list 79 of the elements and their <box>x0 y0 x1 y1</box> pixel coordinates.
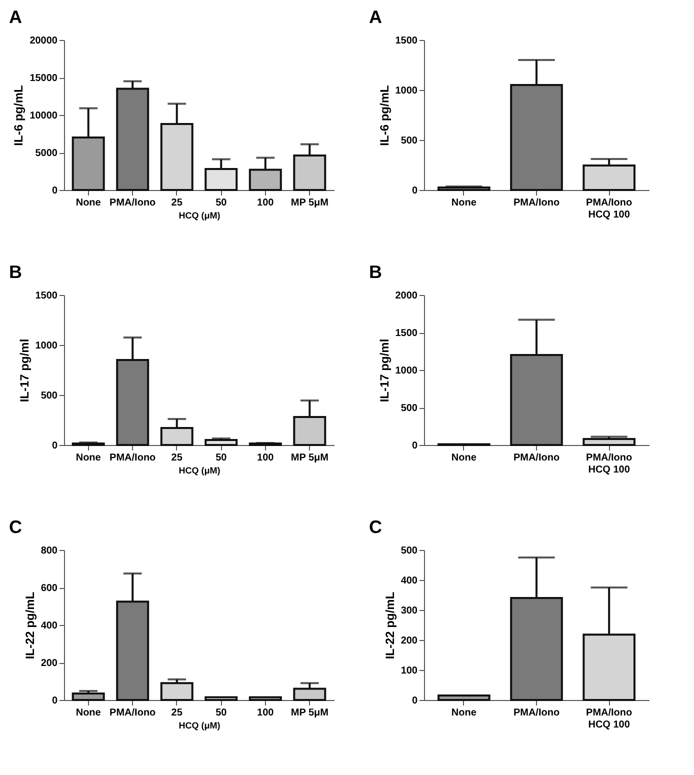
x-tick-label: PMA/Iono HCQ 100 <box>586 708 632 730</box>
x-tick-label: PMA/Iono <box>110 708 156 718</box>
bar <box>160 682 194 701</box>
x-tick-label: MP 5μM <box>290 452 328 464</box>
x-tick-label: PMA/Iono HCQ 100 <box>586 452 632 476</box>
x-tick-label: PMA/Iono HCQ 100 <box>586 198 632 220</box>
x-tick-label: MP 5μM <box>290 708 328 718</box>
y-tick-label: 15000 <box>30 73 58 84</box>
x-tick-label: None <box>451 198 477 208</box>
y-tick-label: 5000 <box>35 148 58 159</box>
x-tick-label: 50 <box>216 452 228 464</box>
x-tick-label: 50 <box>216 198 228 208</box>
y-tick-label: 1500 <box>395 36 418 46</box>
y-tick-label: 1500 <box>395 328 418 339</box>
y-axis-title: IL-6 pg/mL <box>12 85 26 146</box>
x-tick-label: MP 5μM <box>290 198 328 208</box>
y-axis-title: IL-22 pg/mL <box>382 592 397 660</box>
y-axis-title: IL-22 pg/mL <box>22 592 37 660</box>
x-tick-label: PMA/Iono <box>513 708 560 718</box>
y-tick-label: 1000 <box>35 340 58 352</box>
bar <box>582 438 636 446</box>
y-tick-label: 0 <box>412 186 418 196</box>
chart-title: A <box>9 7 22 27</box>
x-axis-title: HCQ (μM) <box>178 466 220 476</box>
x-tick-label: None <box>76 198 102 208</box>
chart-title: B <box>9 262 22 282</box>
bar <box>204 696 238 701</box>
y-tick-label: 1500 <box>35 290 58 302</box>
x-tick-label: 100 <box>257 452 274 464</box>
y-axis-title: IL-17 pg/ml <box>377 338 392 402</box>
y-tick-label: 2000 <box>395 290 418 302</box>
x-tick-label: 100 <box>257 708 274 718</box>
y-tick-label: 400 <box>40 620 58 632</box>
x-tick-label: 25 <box>171 198 183 208</box>
y-tick-label: 200 <box>400 636 418 646</box>
x-tick-label: 25 <box>171 452 183 464</box>
y-tick-label: 20000 <box>30 36 58 46</box>
y-tick-label: 300 <box>400 606 418 616</box>
y-tick-label: 0 <box>412 696 418 706</box>
x-tick-label: PMA/Iono <box>513 452 560 464</box>
x-tick-label: None <box>451 452 477 464</box>
y-tick-label: 1000 <box>395 86 418 96</box>
chart-title: C <box>369 517 382 537</box>
y-tick-label: 0 <box>52 440 58 452</box>
bar <box>438 186 490 191</box>
x-axis-title: HCQ (μM) <box>178 210 220 220</box>
x-tick-label: PMA/Iono <box>110 198 156 208</box>
x-tick-label: 25 <box>171 708 183 718</box>
x-tick-label: 100 <box>257 198 274 208</box>
y-tick-label: 500 <box>400 403 418 414</box>
bar <box>438 694 490 701</box>
x-tick-label: 50 <box>216 708 228 718</box>
x-tick-label: PMA/Iono <box>513 198 560 208</box>
x-tick-label: None <box>451 708 477 718</box>
bar <box>293 688 326 701</box>
y-tick-label: 0 <box>52 696 58 706</box>
x-axis-title: HCQ (μM) <box>178 720 220 730</box>
x-tick-label: None <box>76 452 102 464</box>
y-tick-label: 600 <box>40 583 58 594</box>
y-axis-title: IL-6 pg/mL <box>377 85 392 146</box>
y-tick-label: 0 <box>52 186 58 196</box>
bar <box>204 439 238 446</box>
y-axis-title: IL-17 pg/ml <box>17 338 32 402</box>
y-tick-label: 500 <box>400 546 418 556</box>
x-tick-label: PMA/Iono <box>110 452 156 464</box>
chart-title: A <box>369 7 382 27</box>
y-tick-label: 1000 <box>395 366 418 376</box>
y-tick-label: 100 <box>400 666 418 676</box>
y-tick-label: 500 <box>40 390 58 402</box>
y-tick-label: 800 <box>40 546 58 556</box>
y-tick-label: 200 <box>40 658 58 669</box>
x-tick-label: None <box>76 708 102 718</box>
y-tick-label: 0 <box>412 440 418 452</box>
y-tick-label: 500 <box>400 136 418 146</box>
y-tick-label: 400 <box>400 576 418 586</box>
bar <box>248 696 282 701</box>
chart-title: B <box>369 262 382 282</box>
y-tick-label: 10000 <box>30 110 58 122</box>
chart-title: C <box>9 517 22 537</box>
